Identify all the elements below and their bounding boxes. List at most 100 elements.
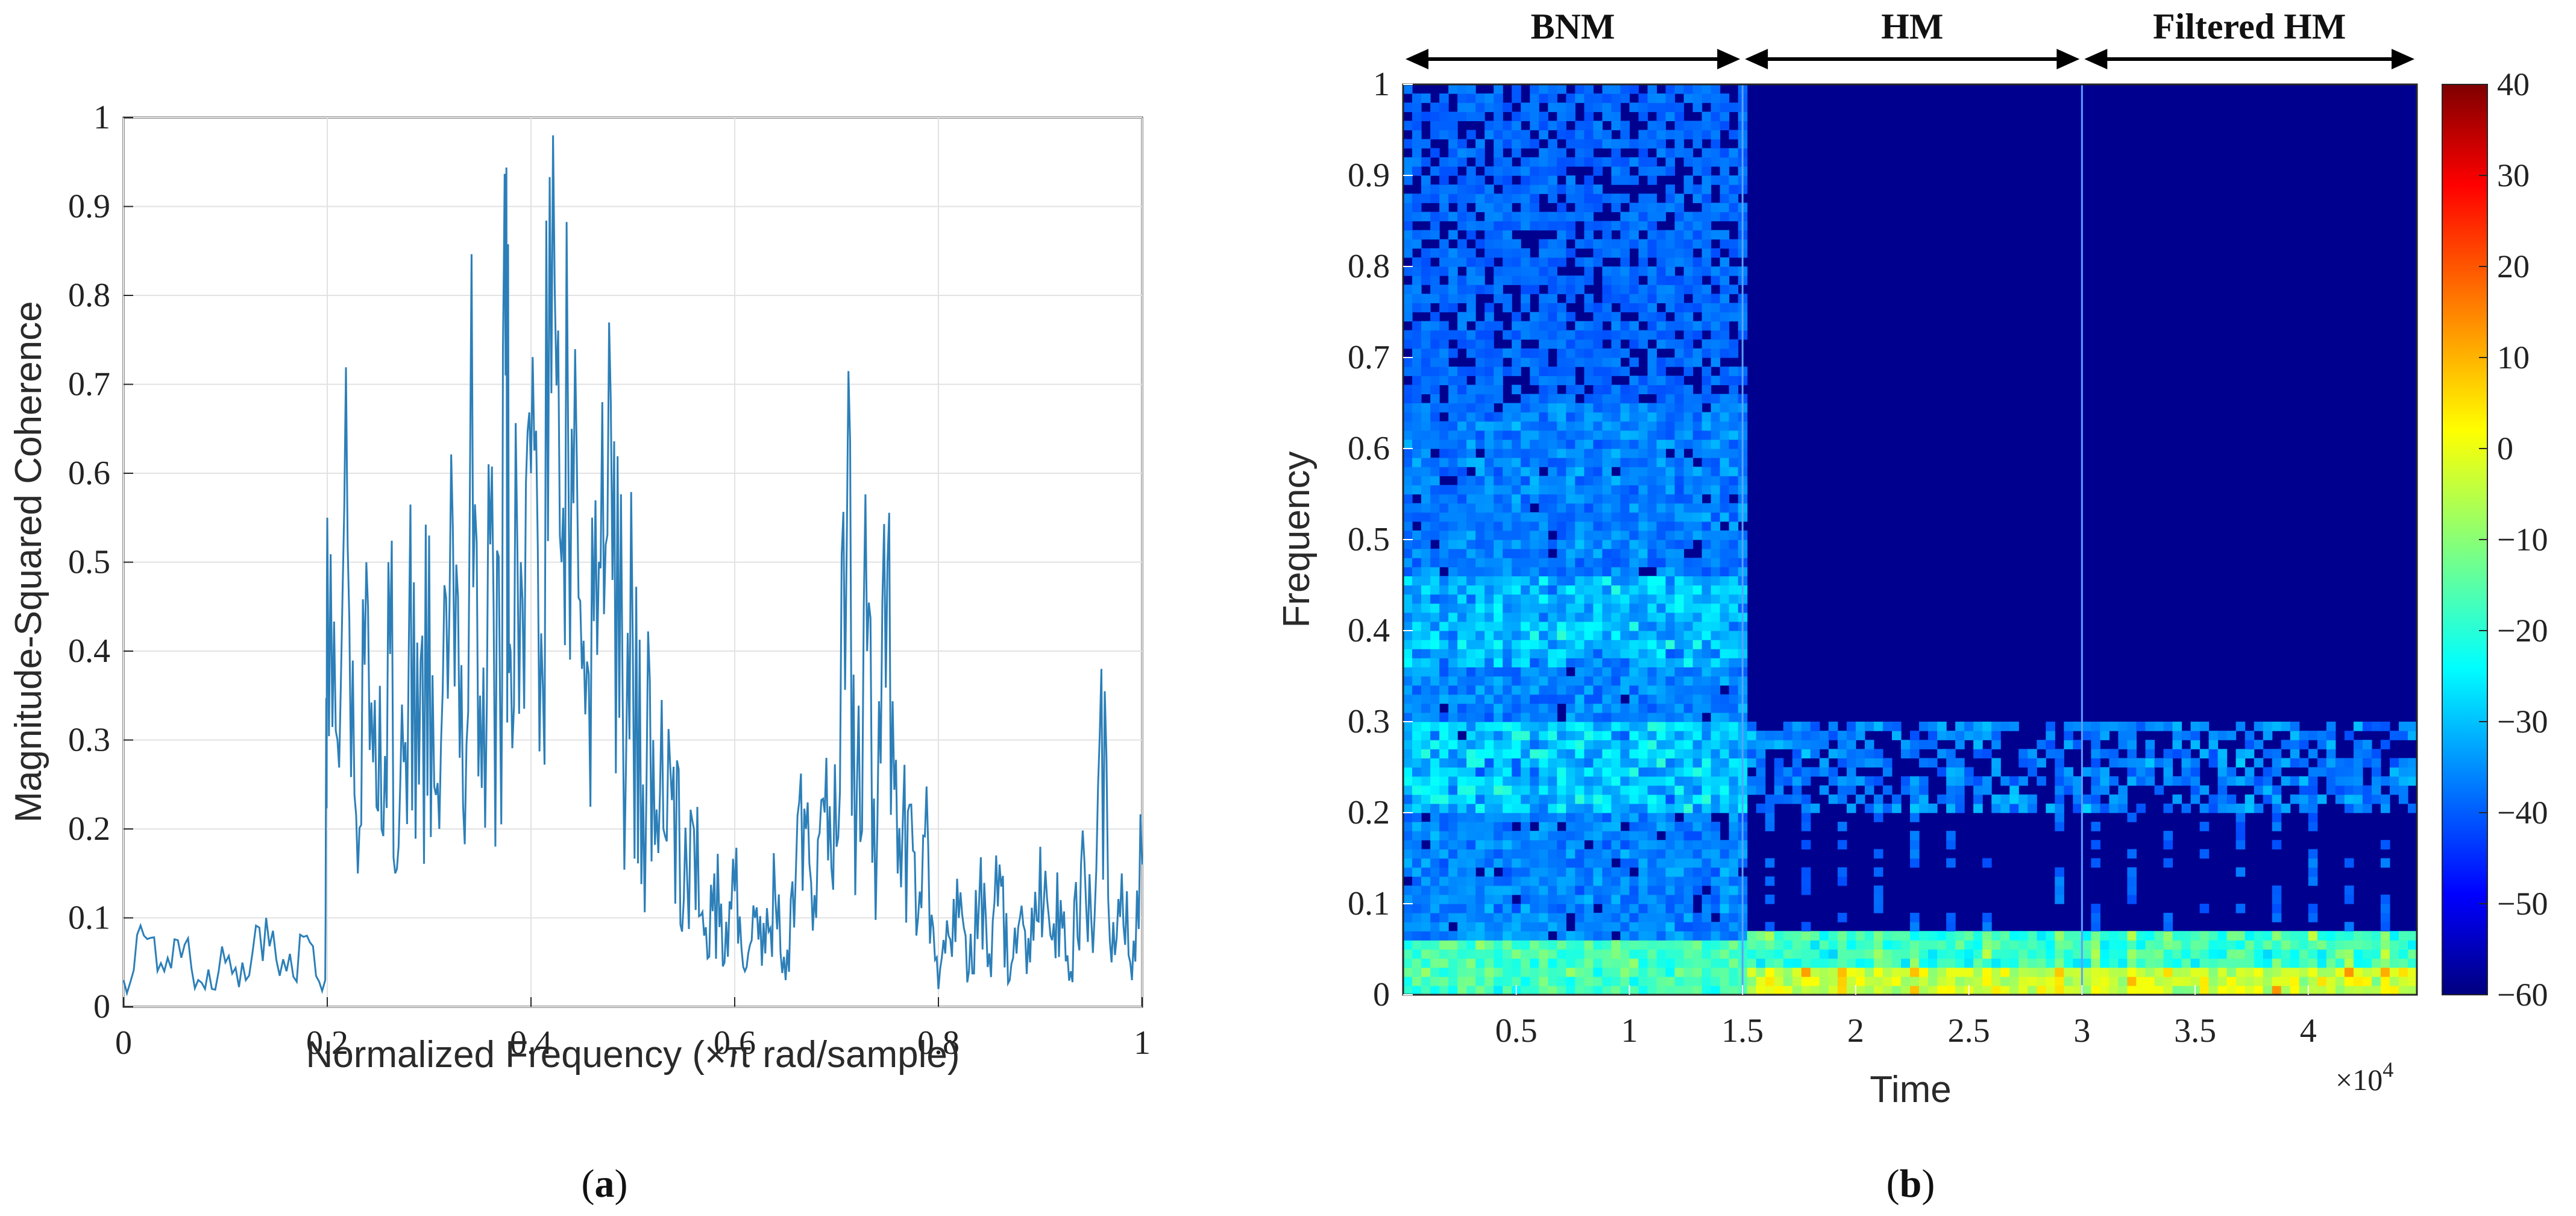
- spectrogram-cell: [1566, 703, 1575, 713]
- panel-a-x-tick-label: 0.6: [714, 1024, 756, 1062]
- spectrogram-cell: [1503, 485, 1512, 495]
- spectrogram-cell: [1403, 430, 1413, 440]
- spectrogram-cell: [2272, 894, 2282, 904]
- spectrogram-cell: [1448, 885, 1458, 895]
- spectrogram-cell: [1629, 330, 1639, 340]
- spectrogram-cell: [1484, 467, 1494, 476]
- spectrogram-cell: [1692, 221, 1703, 231]
- spectrogram-cell: [1557, 212, 1566, 222]
- spectrogram-cell: [1566, 430, 1575, 440]
- spectrogram-cell: [1566, 822, 1575, 831]
- spectrogram-cell: [1484, 194, 1494, 203]
- spectrogram-cell: [1665, 612, 1676, 622]
- spectrogram-cell: [1484, 385, 1494, 394]
- spectrogram-cell: [1439, 449, 1449, 458]
- spectrogram-cell: [1557, 339, 1566, 349]
- spectrogram-cell: [1466, 712, 1476, 722]
- spectrogram-cell: [2028, 749, 2037, 758]
- spectrogram-cell: [1403, 312, 1413, 322]
- spectrogram-cell: [1521, 958, 1530, 968]
- spectrogram-cell: [1674, 339, 1685, 349]
- spectrogram-cell: [1647, 913, 1657, 922]
- spectrogram-cell: [2091, 976, 2100, 986]
- spectrogram-cell: [2408, 931, 2417, 940]
- spectrogram-cell: [1548, 840, 1557, 849]
- panel-a-y-tick-label: 0: [93, 988, 110, 1025]
- spectrogram-cell: [1674, 612, 1685, 622]
- spectrogram-cell: [1584, 449, 1594, 458]
- spectrogram-cell: [1512, 430, 1521, 440]
- spectrogram-cell: [1665, 285, 1676, 294]
- spectrogram-cell: [2308, 813, 2318, 822]
- spectrogram-cell: [1656, 976, 1667, 986]
- spectrogram-cell: [1430, 212, 1440, 222]
- spectrogram-cell: [1466, 558, 1476, 567]
- spectrogram-cell: [1919, 740, 1929, 749]
- spectrogram-cell: [1475, 367, 1485, 376]
- spectrogram-cell: [1910, 849, 1920, 859]
- spectrogram-cell: [1439, 157, 1449, 167]
- spectrogram-cell: [1701, 376, 1712, 385]
- spectrogram-cell: [1647, 376, 1657, 385]
- spectrogram-cell: [2254, 722, 2264, 731]
- spectrogram-cell: [1901, 749, 1911, 758]
- spectrogram-cell: [1819, 949, 1829, 959]
- spectrogram-cell: [1466, 458, 1476, 467]
- spectrogram-cell: [1466, 621, 1476, 631]
- spectrogram-cell: [1512, 594, 1521, 604]
- spectrogram-cell: [1973, 794, 1983, 804]
- spectrogram-cell: [1548, 276, 1557, 285]
- spectrogram-cell: [2308, 985, 2318, 995]
- spectrogram-cell: [2217, 958, 2228, 968]
- spectrogram-cell: [1448, 266, 1458, 276]
- spectrogram-cell: [1747, 758, 1757, 768]
- spectrogram-cell: [2254, 776, 2264, 786]
- spectrogram-cell: [1701, 894, 1712, 904]
- spectrogram-cell: [1412, 367, 1422, 376]
- spectrogram-cell: [1503, 731, 1512, 740]
- spectrogram-cell: [1494, 749, 1503, 758]
- spectrogram-cell: [1421, 93, 1431, 103]
- spectrogram-cell: [1439, 367, 1449, 376]
- spectrogram-cell: [2118, 967, 2128, 977]
- spectrogram-cell: [1448, 913, 1458, 922]
- spectrogram-cell: [2371, 749, 2381, 758]
- panel-b-x-tick-label: 0.5: [1495, 1012, 1538, 1050]
- spectrogram-cell: [1557, 740, 1566, 749]
- spectrogram-cell: [2046, 967, 2055, 977]
- spectrogram-cell: [1521, 913, 1530, 922]
- spectrogram-cell: [1692, 958, 1703, 968]
- spectrogram-cell: [1946, 803, 1956, 813]
- spectrogram-cell: [1647, 703, 1657, 713]
- spectrogram-cell: [1439, 740, 1449, 749]
- spectrogram-cell: [1484, 758, 1494, 768]
- spectrogram-cell: [1457, 913, 1467, 922]
- spectrogram-cell: [1674, 603, 1685, 613]
- spectrogram-cell: [1720, 667, 1730, 677]
- spectrogram-cell: [1557, 731, 1566, 740]
- spectrogram-cell: [1475, 112, 1485, 121]
- spectrogram-cell: [1475, 913, 1485, 922]
- spectrogram-cell: [1629, 894, 1639, 904]
- spectrogram-cell: [1557, 285, 1566, 294]
- spectrogram-cell: [1512, 530, 1521, 540]
- spectrogram-cell: [1412, 585, 1422, 595]
- spectrogram-cell: [1647, 876, 1657, 886]
- spectrogram-cell: [1692, 976, 1703, 986]
- spectrogram-cell: [2145, 976, 2155, 986]
- spectrogram-cell: [2263, 967, 2273, 977]
- spectrogram-cell: [2226, 731, 2237, 740]
- spectrogram-cell: [1946, 940, 1956, 950]
- spectrogram-cell: [1982, 722, 1992, 731]
- spectrogram-cell: [1711, 740, 1721, 749]
- spectrogram-cell: [1566, 985, 1575, 995]
- spectrogram-cell: [1665, 776, 1676, 786]
- spectrogram-cell: [1611, 612, 1621, 622]
- spectrogram-cell: [1494, 649, 1503, 658]
- spectrogram-cell: [1494, 348, 1503, 358]
- spectrogram-cell: [1602, 476, 1612, 485]
- spectrogram-cell: [1466, 476, 1476, 485]
- spectrogram-cell: [1692, 121, 1703, 131]
- spectrogram-cell: [1901, 949, 1911, 959]
- spectrogram-cell: [1530, 521, 1539, 531]
